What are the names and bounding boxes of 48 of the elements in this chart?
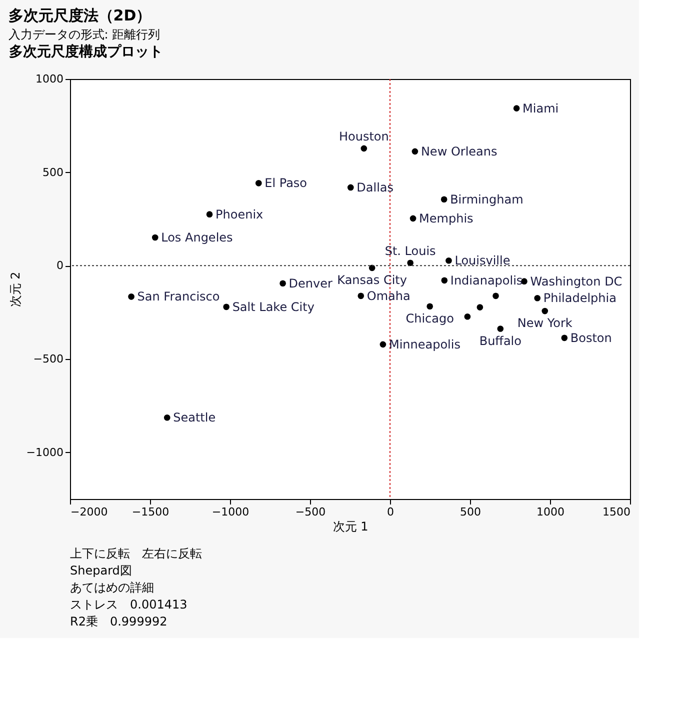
annotation: Indianapolis bbox=[450, 273, 523, 288]
text: あてはめの詳細 bbox=[70, 580, 154, 594]
text: Shepard図 bbox=[70, 564, 132, 578]
annotation: El Paso bbox=[264, 176, 308, 190]
x-tick-label: −500 bbox=[295, 506, 326, 518]
chart-title: 多次元尺度法（2D） bbox=[8, 6, 152, 24]
x-axis-title: 次元 1 bbox=[332, 520, 368, 534]
annotation: Philadelphia bbox=[543, 291, 616, 306]
annotation: Seattle bbox=[173, 410, 216, 425]
x-tick-label: 500 bbox=[460, 506, 481, 518]
y-tick-label: −1000 bbox=[26, 446, 64, 459]
annotation: Omaha bbox=[366, 288, 410, 303]
annotation: Chicago bbox=[406, 311, 454, 326]
annotation: Dallas bbox=[356, 180, 394, 194]
chart-subtitle: 入力データの形式: 距離行列 bbox=[8, 28, 160, 42]
y-tick-label: 1000 bbox=[36, 72, 64, 86]
annotation: New Orleans bbox=[420, 144, 498, 158]
text: ストレス 0.001413 bbox=[70, 598, 188, 612]
annotation: Birmingham bbox=[450, 192, 524, 206]
y-tick-label: 0 bbox=[56, 259, 64, 272]
text: R2乗 0.999992 bbox=[70, 614, 168, 628]
text: 上下に反転 左右に反転 bbox=[70, 546, 202, 560]
text: 多次元尺度構成プロット bbox=[8, 43, 163, 60]
annotation: St. Louis bbox=[384, 244, 436, 258]
annotation: Louisville bbox=[454, 254, 510, 268]
annotation: Washington DC bbox=[530, 274, 622, 288]
annotation: Los Angeles bbox=[161, 230, 233, 244]
x-tick-label: −2000 bbox=[70, 506, 108, 518]
x-tick-label: −1500 bbox=[132, 506, 170, 518]
annotation: Denver bbox=[288, 276, 333, 290]
y-tick-label: −500 bbox=[33, 352, 64, 366]
annotation: Minneapolis bbox=[388, 337, 460, 352]
annotation: Salt Lake City bbox=[232, 300, 314, 314]
y-axis-title: 次元 2 bbox=[8, 272, 22, 308]
annotation: New York bbox=[517, 316, 572, 330]
annotation: Kansas City bbox=[337, 272, 407, 287]
x-tick-label: 0 bbox=[387, 506, 394, 518]
x-tick-label: −1000 bbox=[212, 506, 250, 518]
x-tick-label: 1000 bbox=[536, 506, 564, 518]
annotation: Buffalo bbox=[479, 334, 522, 348]
annotation: Boston bbox=[570, 330, 612, 345]
annotation: San Francisco bbox=[137, 290, 220, 304]
annotation: Memphis bbox=[419, 211, 474, 226]
x-tick-label: 1500 bbox=[602, 506, 630, 518]
annotation: Houston bbox=[338, 129, 389, 144]
annotation: Miami bbox=[522, 101, 559, 116]
annotation: Phoenix bbox=[216, 207, 264, 222]
y-tick-label: 500 bbox=[42, 166, 64, 179]
